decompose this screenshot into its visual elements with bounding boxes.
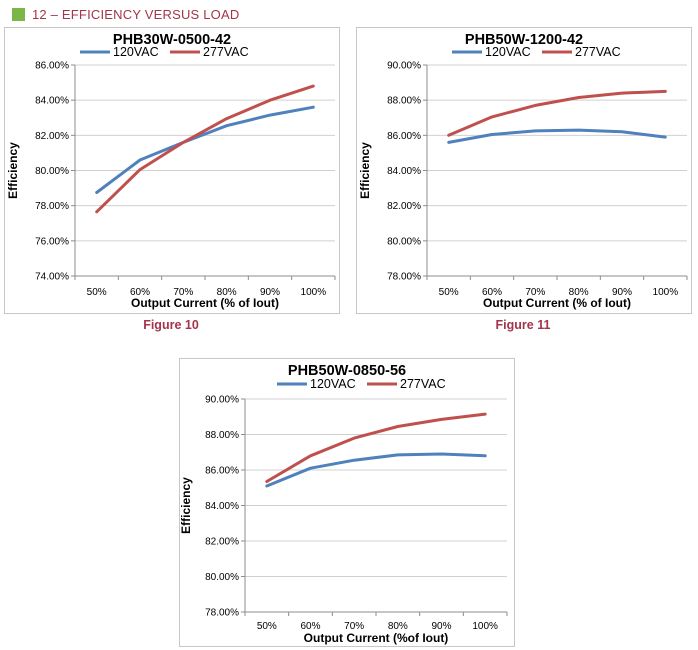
x-tick-label: 90%: [260, 287, 280, 298]
x-tick-label: 50%: [257, 621, 277, 632]
y-tick-label: 90.00%: [205, 395, 239, 406]
x-tick-label: 100%: [653, 287, 679, 298]
x-tick-label: 60%: [130, 287, 150, 298]
y-tick-label: 74.00%: [35, 272, 69, 283]
section-marker: [12, 7, 25, 21]
y-tick-label: 80.00%: [387, 236, 421, 247]
x-tick-label: 80%: [569, 287, 589, 298]
x-tick-label: 100%: [301, 287, 327, 298]
chart-panel-phb30w: 74.00% 76.00% 78.00% 80.00% 82.00% 84.00% 86.0…: [4, 27, 340, 314]
legend-label-120vac: 120VAC: [485, 45, 531, 59]
x-tick-label: 70%: [173, 287, 193, 298]
series-line-277vac: [447, 89, 667, 137]
y-tick-label: 86.00%: [205, 466, 239, 477]
section-header: 12 – EFFICIENCY VERSUS LOAD: [12, 6, 239, 22]
y-tick-label: 84.00%: [35, 96, 69, 107]
chart-title: PHB50W-0850-56: [288, 363, 406, 379]
chart-panel-phb50w-0850: 78.00% 80.00% 82.00% 84.00% 86.00% 88.00% 90.0…: [179, 358, 515, 647]
y-tick-label: 88.00%: [205, 430, 239, 441]
series-line-120vac: [265, 452, 487, 488]
x-tick-label: 80%: [388, 621, 408, 632]
y-tick-label: 78.00%: [205, 608, 239, 619]
y-tick-label: 90.00%: [387, 61, 421, 72]
chart-svg: 78.00% 80.00% 82.00% 84.00% 86.00% 88.00% 90.0…: [358, 32, 688, 310]
y-axis-label: Efficiency: [180, 477, 193, 534]
x-tick-label: 50%: [87, 287, 107, 298]
x-tick-label: 90%: [612, 287, 632, 298]
x-tick-label: 60%: [482, 287, 502, 298]
legend-label-120vac: 120VAC: [310, 377, 356, 391]
y-tick-label: 76.00%: [35, 236, 69, 247]
x-tick-label: 60%: [300, 621, 320, 632]
section-title: 12 – EFFICIENCY VERSUS LOAD: [32, 6, 240, 22]
y-tick-label: 82.00%: [387, 201, 421, 212]
legend-label-277vac: 277VAC: [575, 45, 621, 59]
chart-svg: 78.00% 80.00% 82.00% 84.00% 86.00% 88.00% 90.0…: [180, 363, 508, 645]
chart-title: PHB30W-0500-42: [113, 32, 231, 48]
series-line-120vac: [447, 128, 667, 144]
y-tick-label: 82.00%: [205, 537, 239, 548]
y-tick-label: 84.00%: [205, 501, 239, 512]
y-tick-label: 88.00%: [387, 96, 421, 107]
y-tick-label: 78.00%: [35, 201, 69, 212]
x-axis-label: Output Current (% of Iout): [483, 296, 631, 310]
x-tick-label: 50%: [439, 287, 459, 298]
x-axis-label: Output Current (% of Iout): [131, 296, 279, 310]
y-axis-label: Efficiency: [358, 142, 372, 199]
y-tick-label: 84.00%: [387, 166, 421, 177]
y-tick-label: 78.00%: [387, 272, 421, 283]
chart-svg: 74.00% 76.00% 78.00% 80.00% 82.00% 84.00% 86.0…: [6, 32, 336, 310]
series-line-120vac: [95, 105, 315, 194]
x-axis-label: Output Current (%of Iout): [304, 631, 449, 645]
y-tick-label: 80.00%: [35, 166, 69, 177]
x-tick-label: 90%: [431, 621, 451, 632]
series-line-277vac: [265, 412, 487, 483]
legend-label-277vac: 277VAC: [203, 45, 249, 59]
y-tick-label: 86.00%: [387, 131, 421, 142]
chart-panel-phb50w-1200: 78.00% 80.00% 82.00% 84.00% 86.00% 88.00% 90.0…: [356, 27, 692, 314]
x-tick-label: 70%: [344, 621, 364, 632]
x-tick-label: 100%: [472, 621, 498, 632]
y-tick-label: 82.00%: [35, 131, 69, 142]
y-tick-label: 86.00%: [35, 61, 69, 72]
figure-10-caption: Figure 10: [143, 318, 199, 332]
series-line-277vac: [95, 84, 315, 214]
y-tick-label: 80.00%: [205, 572, 239, 583]
legend-label-120vac: 120VAC: [113, 45, 159, 59]
x-tick-label: 80%: [217, 287, 237, 298]
x-tick-label: 70%: [525, 287, 545, 298]
chart-title: PHB50W-1200-42: [465, 32, 583, 48]
y-axis-label: Efficiency: [6, 142, 20, 199]
legend-label-277vac: 277VAC: [400, 377, 446, 391]
figure-11-caption: Figure 11: [495, 318, 551, 332]
